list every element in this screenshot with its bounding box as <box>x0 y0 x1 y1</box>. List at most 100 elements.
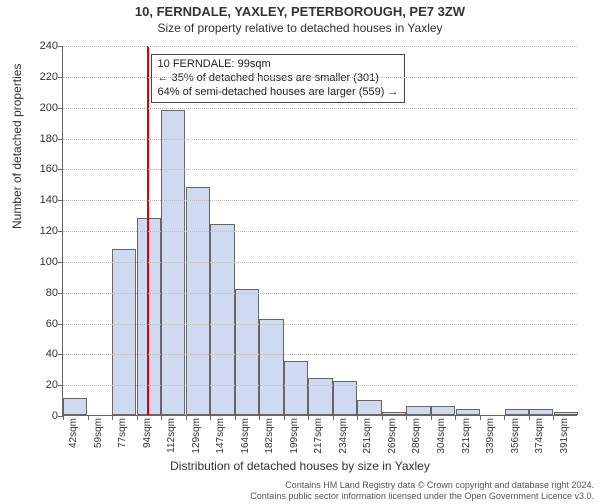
xtick-label: 374sqm <box>534 418 545 458</box>
x-axis-label: Distribution of detached houses by size … <box>0 459 600 473</box>
ytick-label: 200 <box>28 102 58 114</box>
histogram-bar <box>210 224 234 415</box>
xtick-mark <box>553 415 554 420</box>
ytick-label: 140 <box>28 194 58 206</box>
histogram-bar <box>63 398 87 415</box>
xtick-mark <box>406 415 407 420</box>
xtick-label: 94sqm <box>142 418 153 458</box>
xtick-mark <box>333 415 334 420</box>
gridline <box>63 108 577 109</box>
copyright-footer: Contains HM Land Registry data © Crown c… <box>250 480 594 502</box>
ytick-label: 160 <box>28 163 58 175</box>
gridline <box>63 262 577 263</box>
histogram-bar <box>406 406 430 415</box>
gridline <box>63 324 577 325</box>
histogram-bar <box>505 409 529 415</box>
xtick-label: 164sqm <box>240 418 251 458</box>
ytick-mark <box>58 385 63 386</box>
xtick-mark <box>455 415 456 420</box>
xtick-label: 356sqm <box>510 418 521 458</box>
xtick-mark <box>480 415 481 420</box>
ytick-label: 100 <box>28 256 58 268</box>
annotation-line: 64% of semi-detached houses are larger (… <box>158 86 399 100</box>
xtick-mark <box>308 415 309 420</box>
xtick-label: 147sqm <box>215 418 226 458</box>
ytick-label: 80 <box>28 287 58 299</box>
y-axis-label: Number of detached properties <box>10 64 24 229</box>
xtick-mark <box>431 415 432 420</box>
xtick-label: 59sqm <box>93 418 104 458</box>
ytick-label: 220 <box>28 71 58 83</box>
xtick-label: 339sqm <box>485 418 496 458</box>
gridline <box>63 169 577 170</box>
ytick-label: 240 <box>28 40 58 52</box>
ytick-mark <box>58 200 63 201</box>
xtick-mark <box>88 415 89 420</box>
gridline <box>63 293 577 294</box>
xtick-mark <box>63 415 64 420</box>
chart-subtitle: Size of property relative to detached ho… <box>0 21 600 35</box>
ytick-mark <box>58 354 63 355</box>
histogram-bar <box>357 400 381 415</box>
xtick-mark <box>357 415 358 420</box>
xtick-mark <box>259 415 260 420</box>
xtick-label: 321sqm <box>461 418 472 458</box>
chart-title-address: 10, FERNDALE, YAXLEY, PETERBOROUGH, PE7 … <box>0 4 600 19</box>
xtick-mark <box>161 415 162 420</box>
xtick-label: 42sqm <box>68 418 79 458</box>
histogram-bar <box>235 289 259 415</box>
gridline <box>63 200 577 201</box>
ytick-mark <box>58 231 63 232</box>
footer-line-1: Contains HM Land Registry data © Crown c… <box>250 480 594 491</box>
gridline <box>63 46 577 47</box>
ytick-label: 60 <box>28 318 58 330</box>
xtick-mark <box>284 415 285 420</box>
xtick-label: 112sqm <box>166 418 177 458</box>
xtick-label: 269sqm <box>387 418 398 458</box>
xtick-mark <box>137 415 138 420</box>
xtick-label: 234sqm <box>338 418 349 458</box>
gridline <box>63 77 577 78</box>
gridline <box>63 385 577 386</box>
xtick-label: 391sqm <box>559 418 570 458</box>
xtick-label: 286sqm <box>411 418 422 458</box>
xtick-label: 182sqm <box>264 418 275 458</box>
xtick-mark <box>504 415 505 420</box>
xtick-mark <box>235 415 236 420</box>
xtick-mark <box>382 415 383 420</box>
gridline <box>63 139 577 140</box>
ytick-label: 180 <box>28 133 58 145</box>
gridline <box>63 354 577 355</box>
ytick-mark <box>58 324 63 325</box>
xtick-label: 199sqm <box>289 418 300 458</box>
xtick-label: 77sqm <box>117 418 128 458</box>
xtick-mark <box>112 415 113 420</box>
ytick-label: 40 <box>28 348 58 360</box>
histogram-bar <box>333 381 357 415</box>
ytick-mark <box>58 108 63 109</box>
xtick-label: 251sqm <box>362 418 373 458</box>
ytick-mark <box>58 262 63 263</box>
xtick-mark <box>210 415 211 420</box>
ytick-mark <box>58 77 63 78</box>
histogram-bar <box>284 361 308 415</box>
xtick-label: 129sqm <box>191 418 202 458</box>
histogram-bar <box>456 409 480 415</box>
ytick-mark <box>58 169 63 170</box>
histogram-bar <box>554 412 578 415</box>
ytick-mark <box>58 46 63 47</box>
histogram-bar <box>259 319 283 415</box>
ytick-label: 120 <box>28 225 58 237</box>
histogram-bar <box>382 412 406 415</box>
annotation-line: ← 35% of detached houses are smaller (30… <box>158 72 399 86</box>
ytick-mark <box>58 293 63 294</box>
xtick-label: 304sqm <box>436 418 447 458</box>
ytick-label: 0 <box>28 410 58 422</box>
histogram-bar <box>186 187 210 415</box>
histogram-bar <box>431 406 455 415</box>
ytick-label: 20 <box>28 379 58 391</box>
xtick-mark <box>529 415 530 420</box>
annotation-line: 10 FERNDALE: 99sqm <box>158 58 399 72</box>
xtick-mark <box>186 415 187 420</box>
annotation-box: 10 FERNDALE: 99sqm← 35% of detached hous… <box>151 54 406 103</box>
